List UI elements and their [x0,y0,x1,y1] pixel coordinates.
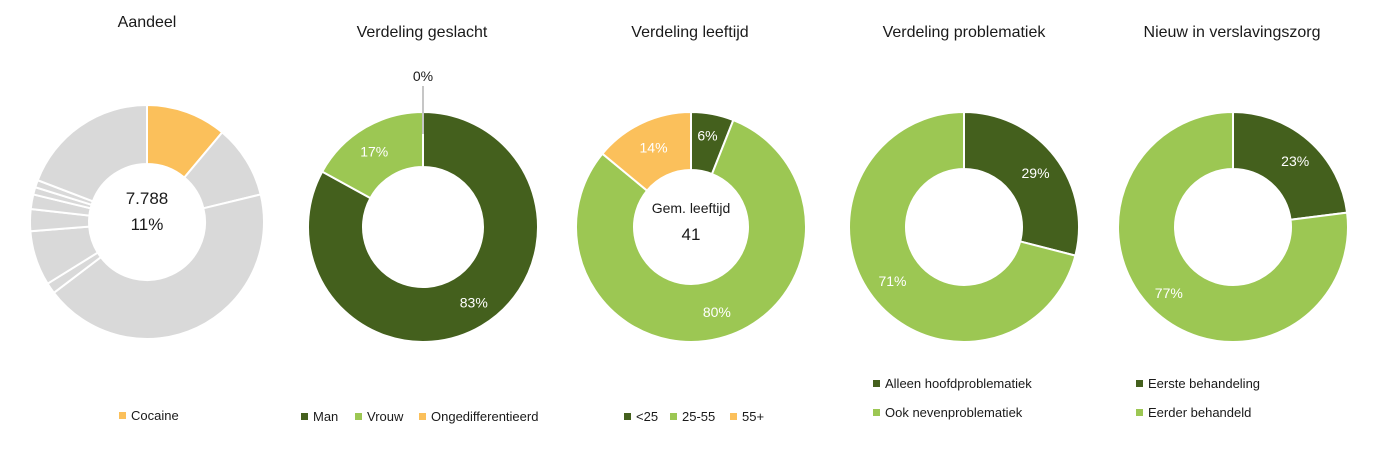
data-label: 71% [878,273,906,289]
legend-swatch [1136,380,1143,387]
legend-label: Eerste behandeling [1148,376,1260,391]
center-subvalue: 41 [682,225,701,244]
center-value: Gem. leeftijd [652,200,731,216]
chart-title: Verdeling geslacht [357,24,488,41]
slice-25-55 [575,118,807,343]
donut-chart-4: Verdeling problematiek 29% 71% Alleen hoofd… [848,24,1080,420]
legend-swatch [873,409,880,416]
data-label: 14% [640,139,668,155]
legend-label: Cocaine [131,408,179,423]
slice-segment-9 [36,103,148,203]
center-subvalue: 11% [131,215,164,234]
legend-swatch [873,380,880,387]
data-label: 17% [360,143,388,159]
slice-man [307,110,539,343]
data-label: 6% [697,128,717,144]
data-label: 0% [413,68,433,84]
data-label: 80% [703,304,731,320]
slice-eerder-behandeld [1117,110,1349,343]
legend-swatch [301,413,308,420]
donut-chart-2: Verdeling geslacht 83% 17% 0% Man Vrouw Ongedi… [301,24,539,424]
legend-label: 25-55 [682,409,715,424]
donut-chart-5: Nieuw in verslavingszorg 23% 77% Eerste beh… [1117,24,1349,420]
chart-title: Verdeling problematiek [883,24,1047,41]
legend-label: 55+ [742,409,764,424]
legend-swatch [730,413,737,420]
legend-label: Man [313,409,338,424]
legend-label: Ongedifferentieerd [431,409,538,424]
legend-label: Ook nevenproblematiek [885,405,1023,420]
legend-swatch [1136,409,1143,416]
legend-swatch [355,413,362,420]
slice-segment-2 [52,193,265,340]
legend-label: Vrouw [367,409,404,424]
slice-eerste-behandeling [1232,110,1349,221]
legend-swatch [419,413,426,420]
legend-label: Alleen hoofdproblematiek [885,376,1032,391]
legend-swatch [670,413,677,420]
legend-swatch [119,412,126,419]
chart-title: Aandeel [118,14,177,31]
legend-swatch [624,413,631,420]
data-label: 29% [1022,165,1050,181]
slice-alleen-hoofdproblematiek [963,110,1080,257]
slice-ook-nevenproblematiek [848,110,1077,343]
data-label: 77% [1155,285,1183,301]
donut-chart-3: Verdeling leeftijd 6% 80% 14% Gem. leeftijd 4… [575,24,807,424]
data-label: 23% [1281,153,1309,169]
center-value: 7.788 [126,189,169,208]
legend-label: Eerder behandeld [1148,405,1251,420]
chart-title: Verdeling leeftijd [631,24,748,41]
donut-chart-1: Aandeel 7.788 11% Cocaine [29,14,265,423]
data-label: 83% [460,295,488,311]
slice-55 [600,110,692,193]
legend-label: <25 [636,409,658,424]
chart-title: Nieuw in verslavingszorg [1144,24,1321,41]
